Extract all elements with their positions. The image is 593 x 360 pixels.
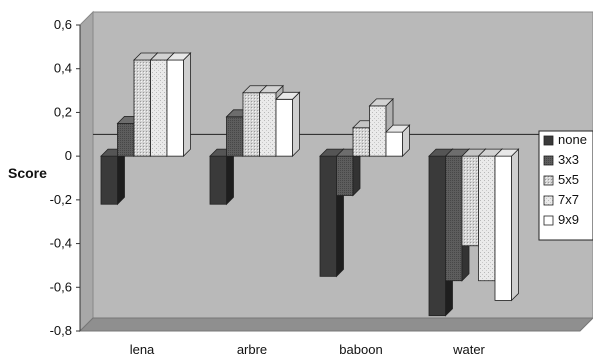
bar-front [445, 155, 463, 282]
bar-9x9-arbre [275, 91, 301, 158]
bar-top [166, 52, 192, 61]
legend-swatch-none [543, 135, 554, 146]
x-axis: lena arbre baboon water [130, 342, 486, 357]
legend-label-3x3: 3x3 [558, 152, 579, 167]
y-tick-label: 0,4 [54, 61, 72, 76]
bar-9x9-water [494, 148, 520, 302]
bar-front [275, 98, 293, 157]
bar-front [166, 59, 184, 157]
y-axis: 0,6 0,4 0,2 0 -0,2 -0,4 -0,6 -0,8 [50, 17, 81, 338]
x-category-label: water [452, 342, 485, 357]
bar-front [242, 92, 260, 157]
bar-top [385, 124, 411, 133]
bar-front [352, 127, 370, 157]
legend-swatch-3x3 [543, 155, 554, 166]
bar-front [226, 116, 244, 157]
bar-side [292, 91, 300, 158]
y-tick-label: -0,8 [50, 323, 72, 338]
bar-front [369, 105, 387, 157]
bar-side [226, 148, 234, 206]
y-tick-label: -0,6 [50, 279, 72, 294]
bar-side [183, 52, 191, 158]
chart-left-wall [79, 10, 94, 333]
legend-swatch-7x7 [543, 195, 554, 206]
bar-top [258, 85, 284, 94]
bar-9x9-baboon [385, 124, 411, 158]
bar-none-lena [100, 148, 126, 206]
chart-floor [78, 317, 593, 332]
x-category-label: lena [130, 342, 155, 357]
bar-front [478, 155, 496, 282]
bar-front [494, 155, 512, 301]
bar-side [117, 148, 125, 206]
y-tick-label: -0,2 [50, 192, 72, 207]
bar-front [428, 155, 446, 317]
y-tick-label: -0,4 [50, 236, 72, 251]
y-tick-label: 0,6 [54, 17, 72, 32]
bar-front [461, 155, 479, 247]
y-tick-label: 0 [65, 148, 72, 163]
x-category-label: baboon [339, 342, 382, 357]
y-tick-label: 0,2 [54, 104, 72, 119]
x-category-label: arbre [237, 342, 267, 357]
legend-label-5x5: 5x5 [558, 172, 579, 187]
bar-front [117, 122, 135, 157]
bar-top [368, 98, 394, 107]
legend-label-7x7: 7x7 [558, 192, 579, 207]
bar-9x9-lena [166, 52, 192, 158]
bar-front [150, 59, 168, 157]
bar-top [275, 91, 301, 100]
legend-swatch-9x9 [543, 215, 554, 226]
bar-none-arbre [209, 148, 235, 206]
legend-label-9x9: 9x9 [558, 212, 579, 227]
legend-swatch-5x5 [543, 175, 554, 186]
legend: none 3x3 5x5 7x7 9x9 [538, 130, 593, 241]
bars-group [100, 52, 520, 317]
bar-front [319, 155, 337, 277]
bar-front [259, 92, 277, 157]
bar-top [494, 148, 520, 157]
legend-label-none: none [558, 132, 587, 147]
bar-side [511, 148, 519, 302]
y-axis-label: Score [8, 165, 47, 181]
bar-front [385, 131, 403, 157]
bar-front [133, 59, 151, 157]
bar-front [336, 155, 354, 196]
bar-front [100, 155, 118, 205]
bar-front [209, 155, 227, 205]
